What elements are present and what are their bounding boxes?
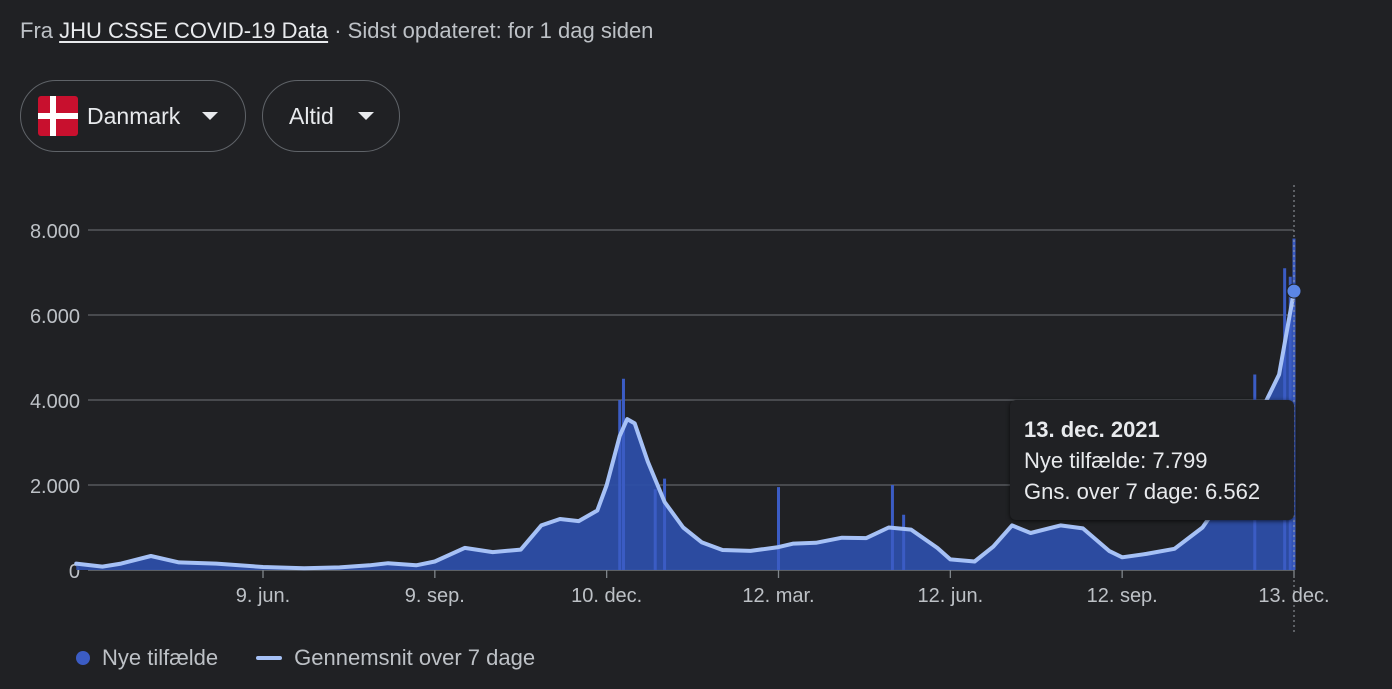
x-tick-label: 9. jun. [236, 585, 290, 607]
x-tick-label: 10. dec. [571, 585, 642, 607]
case-bar [663, 478, 667, 570]
y-tick-label: 8.000 [30, 221, 80, 243]
highlight-point [1286, 283, 1302, 299]
range-label: Altid [289, 102, 334, 129]
y-tick-label: 2.000 [30, 476, 80, 498]
y-tick-label: 4.000 [30, 391, 80, 413]
case-bar [653, 489, 657, 570]
range-dropdown[interactable]: Altid [262, 80, 400, 152]
case-bar [1292, 238, 1296, 570]
tooltip-avg: Gns. over 7 dage: 6.562 [1024, 479, 1261, 504]
avg-line [74, 289, 1296, 571]
x-tick-label: 9. sep. [405, 585, 465, 607]
chart-tooltip: 13. dec. 2021 Nye tilfælde: 7.799 Gns. o… [1010, 400, 1294, 520]
tooltip-cases: Nye tilfælde: 7.799 [1024, 448, 1208, 473]
cases-chart[interactable]: 0 2.000 4.000 6.000 8.000 9. jun. 9. sep. 10. d… [0, 170, 1392, 640]
chevron-down-icon [202, 112, 219, 120]
denmark-flag-icon [38, 96, 78, 136]
legend-avg-label: Gennemsnit over 7 dage [294, 645, 536, 670]
case-bar [777, 487, 780, 570]
case-bar [618, 400, 622, 570]
case-bar [902, 514, 906, 570]
legend-cases-label: Nye tilfælde [102, 645, 219, 670]
x-tick-label: 12. mar. [742, 585, 814, 607]
chart-legend: Nye tilfælde Gennemsnit over 7 dage [76, 645, 535, 671]
country-dropdown[interactable]: Danmark [20, 80, 246, 152]
y-tick-label: 0 [69, 561, 80, 583]
x-tick-label: 12. sep. [1087, 585, 1158, 607]
chevron-down-icon [357, 112, 374, 120]
x-tick-label: 12. jun. [918, 585, 984, 607]
y-tick-label: 6.000 [30, 306, 80, 328]
source-line: Fra JHU CSSE COVID-19 Data · Sidst opdat… [20, 18, 653, 44]
case-bar [621, 378, 625, 570]
x-tick-label: 13. dec. [1258, 585, 1329, 607]
legend-cases-swatch [76, 651, 90, 665]
tooltip-date: 13. dec. 2021 [1024, 417, 1160, 442]
source-prefix: Fra [20, 18, 53, 43]
country-label: Danmark [87, 102, 181, 129]
source-link[interactable]: JHU CSSE COVID-19 Data [59, 18, 329, 43]
source-updated: · Sidst opdateret: for 1 dag siden [334, 18, 654, 43]
legend-avg-swatch [256, 656, 283, 660]
